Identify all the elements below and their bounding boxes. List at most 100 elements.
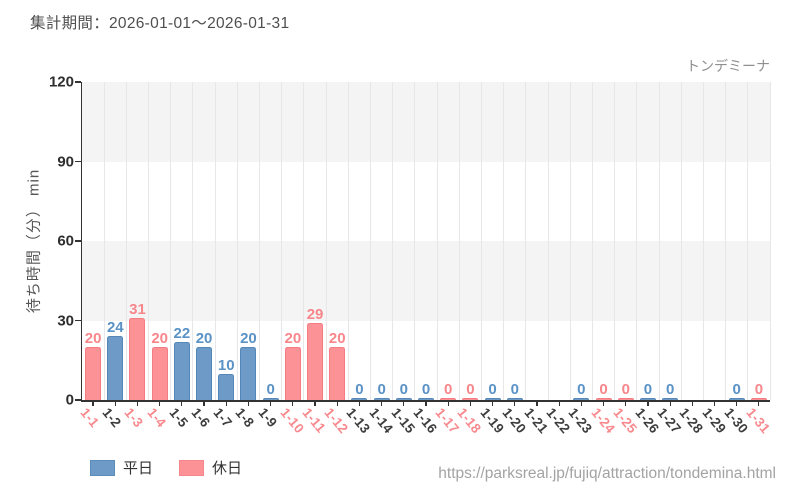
vertical-gridline bbox=[525, 82, 527, 400]
bar-1-8 bbox=[240, 347, 257, 400]
x-tick-label-1-21: 1-21 bbox=[521, 405, 552, 437]
attraction-name-label: トンデミーナ bbox=[686, 58, 770, 74]
vertical-gridline bbox=[503, 82, 505, 400]
y-tick-label: 60 bbox=[57, 232, 74, 250]
vertical-gridline bbox=[281, 82, 283, 400]
bar-value-1-27: 0 bbox=[665, 380, 675, 398]
x-axis-tick bbox=[181, 401, 183, 406]
bar-1-17 bbox=[440, 397, 457, 400]
vertical-gridline bbox=[680, 82, 682, 400]
bar-1-20 bbox=[506, 397, 523, 400]
bar-1-30 bbox=[728, 397, 745, 400]
bar-value-1-8: 20 bbox=[240, 330, 257, 347]
x-tick-label-1-28: 1-28 bbox=[676, 405, 707, 437]
x-axis-tick bbox=[514, 401, 516, 406]
bar-value-1-25: 0 bbox=[621, 380, 630, 398]
x-tick-label-1-18: 1-18 bbox=[454, 405, 485, 437]
x-tick-label-1-1: 1-1 bbox=[77, 405, 103, 431]
x-axis-tick bbox=[314, 401, 316, 406]
x-tick-label-1-29: 1-29 bbox=[699, 405, 729, 437]
bar-value-1-6: 20 bbox=[195, 330, 213, 347]
bar-1-16 bbox=[418, 397, 434, 400]
bar-value-1-26: 0 bbox=[643, 380, 653, 398]
bar-value-1-3: 31 bbox=[129, 300, 146, 318]
legend-item-holiday[interactable]: 休日 bbox=[179, 457, 242, 478]
bar-value-1-13: 0 bbox=[355, 380, 364, 398]
vertical-gridline bbox=[414, 82, 416, 400]
bar-value-1-18: 0 bbox=[466, 380, 475, 398]
y-tick-label: 0 bbox=[65, 391, 74, 409]
x-axis-tick bbox=[381, 401, 383, 406]
bar-1-23 bbox=[573, 397, 590, 400]
x-tick-label-1-22: 1-22 bbox=[543, 405, 574, 437]
x-tick-label-1-15: 1-15 bbox=[388, 405, 418, 437]
vertical-gridline bbox=[636, 82, 638, 400]
x-tick-label-1-10: 1-10 bbox=[277, 405, 307, 437]
bar-1-14 bbox=[373, 397, 390, 400]
bar-1-13 bbox=[351, 397, 368, 400]
x-tick-label-1-5: 1-5 bbox=[166, 405, 191, 431]
x-tick-label-1-26: 1-26 bbox=[632, 405, 663, 437]
x-tick-label-1-31: 1-31 bbox=[743, 405, 774, 437]
x-tick-label-1-6: 1-6 bbox=[188, 405, 214, 431]
bar-1-18 bbox=[462, 397, 479, 400]
x-axis-tick bbox=[203, 401, 205, 406]
vertical-gridline bbox=[236, 82, 238, 400]
source-url-text: https://parksreal.jp/fujiq/attraction/to… bbox=[438, 465, 776, 482]
x-tick-label-1-19: 1-19 bbox=[477, 405, 507, 437]
bar-1-31 bbox=[750, 397, 767, 400]
chart-legend: 平日 休日 bbox=[90, 457, 242, 478]
x-axis-tick bbox=[736, 401, 738, 406]
vertical-gridline bbox=[148, 82, 150, 400]
x-tick-label-1-8: 1-8 bbox=[232, 405, 258, 431]
vertical-gridline bbox=[259, 82, 261, 400]
x-axis-tick bbox=[292, 401, 294, 406]
x-axis-tick bbox=[159, 401, 161, 406]
x-axis-tick bbox=[247, 401, 250, 406]
x-tick-label-1-2: 1-2 bbox=[99, 405, 125, 431]
vertical-gridline bbox=[370, 82, 372, 400]
vertical-gridline bbox=[614, 82, 616, 400]
bar-1-19 bbox=[484, 397, 501, 400]
holiday-color-swatch bbox=[179, 459, 205, 476]
x-tick-label-1-9: 1-9 bbox=[255, 405, 280, 431]
x-tick-label-1-24: 1-24 bbox=[588, 405, 618, 437]
vertical-gridline bbox=[480, 82, 482, 400]
y-axis-tick bbox=[75, 399, 81, 401]
vertical-gridline bbox=[436, 82, 438, 400]
bar-1-10 bbox=[284, 347, 301, 400]
x-tick-label-1-11: 1-11 bbox=[299, 405, 329, 436]
bar-1-4 bbox=[151, 347, 168, 400]
x-axis-tick bbox=[491, 401, 494, 406]
x-tick-label-1-4: 1-4 bbox=[144, 405, 169, 431]
bar-value-1-4: 20 bbox=[151, 330, 169, 347]
x-axis-tick bbox=[425, 401, 427, 406]
bar-value-1-19: 0 bbox=[488, 380, 497, 398]
y-tick-label: 90 bbox=[57, 153, 74, 170]
legend-label-holiday: 休日 bbox=[212, 460, 243, 477]
bar-value-1-1: 20 bbox=[84, 330, 102, 347]
bar-value-1-30: 0 bbox=[732, 380, 741, 398]
vertical-gridline bbox=[747, 82, 749, 400]
y-tick-label: 120 bbox=[48, 73, 74, 91]
x-axis-tick bbox=[558, 401, 560, 406]
legend-item-weekday[interactable]: 平日 bbox=[90, 457, 153, 478]
bar-value-1-12: 20 bbox=[328, 330, 346, 347]
bar-value-1-14: 0 bbox=[377, 380, 386, 398]
y-axis-tick bbox=[75, 319, 81, 322]
vertical-gridline bbox=[725, 82, 727, 400]
y-axis-tick bbox=[75, 240, 81, 242]
bar-value-1-20: 0 bbox=[510, 380, 519, 398]
x-axis-tick bbox=[669, 401, 671, 406]
bar-value-1-2: 24 bbox=[106, 319, 124, 337]
vertical-gridline bbox=[303, 82, 305, 400]
bar-1-7 bbox=[218, 373, 235, 400]
bar-1-1 bbox=[85, 347, 102, 400]
vertical-gridline bbox=[658, 82, 660, 400]
bar-value-1-7: 10 bbox=[217, 356, 235, 374]
x-axis-tick bbox=[136, 401, 139, 406]
x-axis-tick bbox=[270, 401, 272, 406]
x-tick-label-1-23: 1-23 bbox=[565, 405, 596, 437]
x-axis-tick bbox=[625, 401, 627, 406]
